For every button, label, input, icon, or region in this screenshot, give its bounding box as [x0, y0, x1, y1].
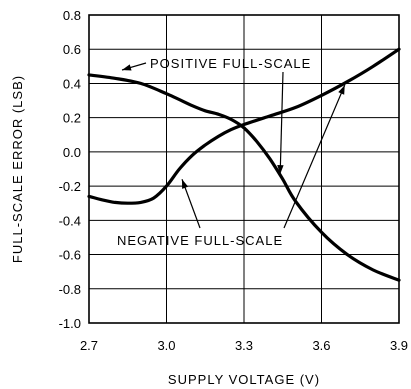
series-lines [87, 47, 401, 282]
annotation-positive-full-scale: POSITIVE FULL-SCALE [150, 56, 311, 71]
x-tick-label: 3.9 [390, 338, 408, 353]
y-tick-label: -1.0 [59, 316, 81, 331]
y-tick-labels: 0.8 0.6 0.4 0.2 0.0 -0.2 -0.4 -0.6 -0.8 -1.0 [59, 8, 81, 331]
x-tick-label: 3.6 [312, 338, 330, 353]
leader-negative-right-arrowhead [338, 85, 345, 95]
annotation-leaders [121, 62, 346, 229]
leader-positive [279, 71, 284, 175]
x-tick-label: 2.7 [80, 338, 98, 353]
y-tick-label: -0.4 [59, 213, 81, 228]
leader-negative-left-arrowhead [182, 179, 189, 189]
y-tick-label: -0.2 [59, 179, 81, 194]
series-line-negative-full-scale [87, 47, 401, 205]
y-tick-label: 0.8 [63, 8, 81, 23]
y-tick-label: 0.0 [63, 145, 81, 160]
leader-positive-arrowhead [277, 165, 284, 175]
annotation-negative-full-scale: NEGATIVE FULL-SCALE [117, 233, 283, 248]
leader-positive-tail-arrowhead [122, 64, 132, 71]
x-tick-label: 3.3 [235, 338, 253, 353]
y-axis-title: FULL-SCALE ERROR (LSB) [10, 75, 25, 263]
y-tick-label: 0.4 [63, 76, 81, 91]
x-tick-label: 3.0 [157, 338, 175, 353]
plot-frame [88, 14, 400, 324]
y-tick-label: -0.6 [59, 248, 81, 263]
x-axis-title: SUPPLY VOLTAGE (V) [168, 372, 320, 387]
x-tick-labels: 2.7 3.0 3.3 3.6 3.9 [80, 338, 408, 353]
leader-negative-right [283, 84, 346, 229]
y-tick-label: 0.6 [63, 42, 81, 57]
y-tick-label: -0.8 [59, 282, 81, 297]
y-tick-label: 0.2 [63, 111, 81, 126]
series-line-positive-full-scale [87, 73, 401, 282]
